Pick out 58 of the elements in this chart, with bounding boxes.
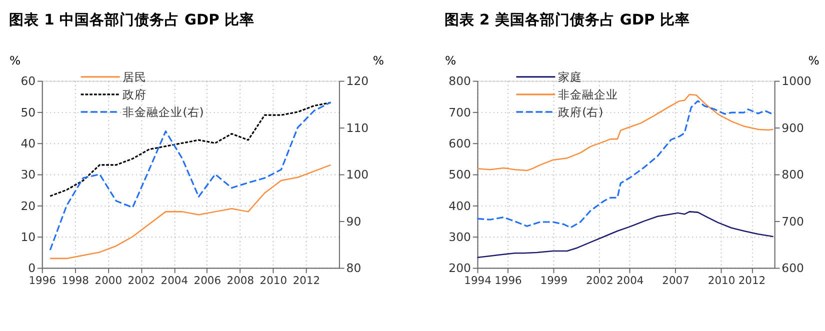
legend-label: 非金融企业(右) [122,104,204,119]
x-tick-label: 2000 [94,274,122,287]
y-axis-title: % [444,54,456,68]
y-tick-label: 600 [448,136,471,150]
x-tick-label: 2004 [616,274,644,287]
x-tick-label: 1998 [62,274,90,287]
y2-tick-label: 1000 [782,74,812,88]
line-series [477,211,774,258]
y2-tick-label: 900 [782,120,804,135]
y2-tick-label: 100 [346,168,369,182]
y2-tick-label: 800 [782,168,804,182]
y-tick-label: 60 [20,74,36,88]
x-tick-label: 2010 [708,274,736,287]
line-series [49,102,332,251]
y-tick-label: 30 [20,168,36,182]
y-axis-title: % [10,54,21,68]
y-tick-label: 200 [448,261,471,276]
y-tick-label: 20 [20,198,36,213]
line-series [50,164,332,260]
y2-axis-title: % [808,54,820,68]
x-tick-label: 1999 [540,274,568,287]
x-tick-label: 2012 [292,274,320,287]
y-tick-label: 500 [448,168,471,182]
x-tick-label: 2008 [226,274,254,287]
legend-label: 政府(右) [558,104,604,119]
y-tick-label: 700 [448,105,471,120]
legend-label: 政府 [122,87,147,102]
y-tick-label: 50 [20,105,36,120]
y-tick-label: 400 [448,198,471,213]
x-tick-label: 1996 [28,274,56,287]
x-tick-label: 2002 [586,274,614,287]
legend-label: 家庭 [558,70,582,84]
y-tick-label: 40 [20,136,36,150]
y2-tick-label: 80 [346,261,362,276]
y2-tick-label: 120 [346,74,369,88]
y-tick-label: 0 [28,261,36,276]
y2-tick-label: 600 [782,261,804,276]
chart-title: 图表 1 中国各部门债务占 GDP 比率 [9,10,254,28]
x-tick-label: 1994 [464,274,492,287]
x-tick-label: 2010 [260,274,288,287]
legend-label: 非金融企业 [558,87,618,102]
line-series [49,102,332,197]
line-series [477,100,774,228]
y2-axis-title: % [372,54,384,68]
y-tick-label: 300 [448,230,471,244]
x-tick-label: 2002 [128,274,156,287]
x-tick-label: 2006 [194,274,222,287]
y2-tick-label: 110 [346,120,369,135]
y-tick-label: 10 [20,230,36,244]
chart-title: 图表 2 美国各部门债务占 GDP 比率 [444,10,690,28]
y-tick-label: 800 [448,74,471,88]
x-tick-label: 1996 [494,274,522,287]
y2-tick-label: 700 [782,214,804,228]
legend-label: 居民 [122,70,147,84]
x-tick-label: 2007 [662,274,690,287]
y2-tick-label: 90 [346,214,362,228]
x-tick-label: 2004 [160,274,188,287]
x-tick-label: 2012 [738,274,766,287]
